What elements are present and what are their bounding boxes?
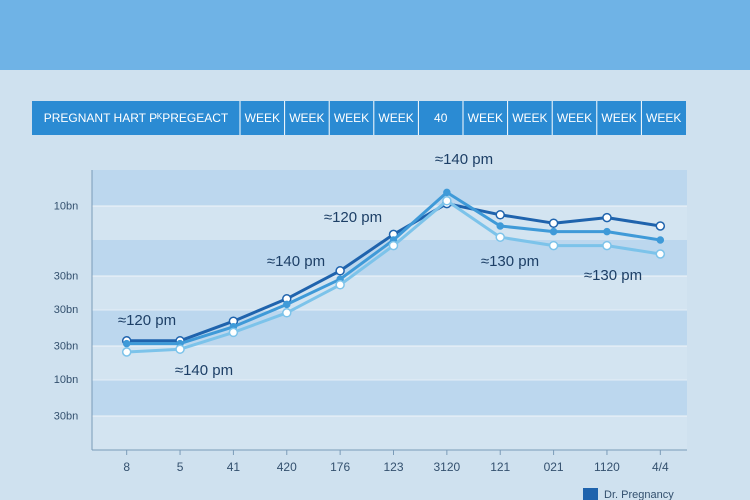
header-cell: WEEK (378, 111, 413, 125)
data-point (175, 344, 185, 354)
legend-label: Dr. Pregnancy (604, 489, 674, 500)
y-tick-label: 30bn (54, 340, 78, 352)
header-cell: WEEK (334, 111, 369, 125)
data-point (388, 240, 399, 251)
x-tick-label: 123 (383, 460, 403, 474)
annotation: ≈130 pm (584, 267, 642, 284)
header-bar (32, 101, 686, 135)
data-point (335, 266, 345, 276)
data-point (443, 188, 451, 197)
data-point (603, 227, 611, 236)
y-tick-label: 10bn (54, 200, 78, 212)
data-point (121, 347, 132, 357)
data-point (228, 327, 239, 338)
data-point (335, 280, 345, 290)
plot-stripe (92, 170, 687, 205)
data-point (283, 300, 291, 309)
x-tick-label: 8 (123, 460, 130, 474)
top-banner (0, 0, 750, 70)
x-tick-label: 121 (490, 460, 510, 474)
annotation: ≈120 pm (324, 209, 382, 226)
plot-stripe (92, 415, 687, 450)
y-tick-label: 30bn (54, 410, 78, 422)
header-cell: PREGNANT HART PᴷPREGEACT (44, 111, 229, 125)
annotation: ≈130 pm (481, 253, 539, 270)
annotation: ≈120 pm (118, 312, 176, 329)
data-point (656, 236, 665, 244)
y-tick-label: 30bn (54, 270, 78, 282)
x-tick-label: 021 (544, 460, 564, 474)
x-tick-label: 4/4 (652, 460, 669, 474)
data-point (602, 240, 612, 251)
header-cell: WEEK (512, 111, 547, 125)
data-point (549, 227, 558, 236)
x-tick-label: 3120 (434, 460, 461, 474)
data-point (548, 240, 559, 251)
header-cell: WEEK (245, 111, 280, 125)
header-cell: WEEK (557, 111, 592, 125)
data-point (655, 249, 666, 259)
annotation: ≈140 pm (175, 362, 233, 379)
x-tick-label: 5 (177, 460, 184, 474)
x-tick-label: 176 (330, 460, 350, 474)
data-point (655, 221, 666, 231)
x-tick-label: 1120 (594, 460, 620, 474)
header-cell: WEEK (646, 111, 681, 125)
x-tick-label: 420 (277, 460, 297, 474)
y-tick-label: 10bn (54, 374, 78, 386)
data-point (495, 232, 505, 242)
header-cell: WEEK (601, 111, 636, 125)
data-point (282, 308, 292, 318)
data-point (496, 222, 504, 230)
data-point (548, 218, 559, 228)
legend-swatch (583, 488, 598, 500)
plot-stripe (92, 380, 687, 415)
header-cell: WEEK (468, 111, 503, 125)
data-point (602, 212, 612, 223)
plot-stripe (92, 275, 687, 310)
x-tick-label: 41 (227, 460, 241, 474)
annotation: ≈140 pm (435, 151, 493, 168)
header-cell: WEEK (289, 111, 324, 125)
plot-stripe (92, 345, 687, 380)
header-cell: 40 (434, 111, 448, 125)
data-point (122, 339, 131, 348)
annotation: ≈140 pm (267, 253, 325, 270)
data-point (495, 210, 505, 220)
y-tick-label: 30bn (54, 304, 78, 316)
data-point (442, 196, 452, 206)
